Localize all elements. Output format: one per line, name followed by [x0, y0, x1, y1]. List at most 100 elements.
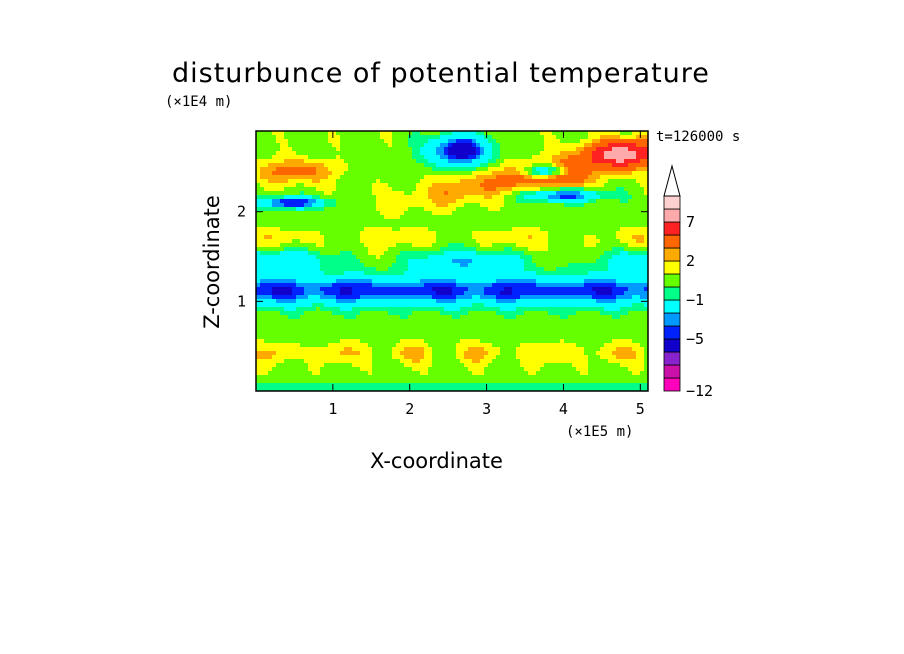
heatmap-cell — [644, 243, 649, 248]
heatmap-cell — [372, 179, 377, 184]
heatmap-cell — [512, 203, 517, 208]
heatmap-cell — [632, 151, 637, 156]
heatmap-cell — [472, 207, 477, 212]
heatmap-cell — [284, 323, 289, 328]
heatmap-cell — [416, 279, 421, 284]
heatmap-cell — [440, 311, 445, 316]
heatmap-cell — [332, 259, 337, 264]
heatmap-cell — [592, 255, 597, 260]
heatmap-cell — [572, 195, 577, 200]
heatmap-cell — [260, 287, 265, 292]
heatmap-cell — [272, 259, 277, 264]
heatmap-cell — [304, 247, 309, 252]
heatmap-cell — [324, 195, 329, 200]
heatmap-cell — [352, 295, 357, 300]
heatmap-cell — [332, 319, 337, 324]
heatmap-cell — [428, 163, 433, 168]
heatmap-cell — [612, 211, 617, 216]
heatmap-cell — [272, 307, 277, 312]
heatmap-cell — [396, 203, 401, 208]
heatmap-cell — [544, 163, 549, 168]
heatmap-cell — [368, 247, 373, 252]
heatmap-cell — [572, 267, 577, 272]
heatmap-cell — [280, 203, 285, 208]
heatmap-cell — [360, 155, 365, 160]
heatmap-cell — [396, 319, 401, 324]
heatmap-cell — [404, 211, 409, 216]
heatmap-cell — [444, 171, 449, 176]
heatmap-cell — [260, 259, 265, 264]
heatmap-cell — [532, 195, 537, 200]
heatmap-cell — [624, 171, 629, 176]
heatmap-cell — [644, 223, 649, 228]
heatmap-cell — [632, 303, 637, 308]
heatmap-cell — [432, 319, 437, 324]
heatmap-cell — [440, 195, 445, 200]
heatmap-cell — [264, 163, 269, 168]
heatmap-cell — [500, 247, 505, 252]
heatmap-cell — [424, 263, 429, 268]
heatmap-cell — [448, 143, 453, 148]
heatmap-cell — [504, 307, 509, 312]
heatmap-cell — [336, 315, 341, 320]
heatmap-cell — [600, 287, 605, 292]
heatmap-cell — [588, 331, 593, 336]
heatmap-cell — [292, 179, 297, 184]
heatmap-cell — [400, 279, 405, 284]
heatmap-cell — [416, 251, 421, 256]
heatmap-cell — [308, 139, 313, 144]
heatmap-cell — [464, 151, 469, 156]
heatmap-cell — [288, 279, 293, 284]
heatmap-cell — [476, 315, 481, 320]
heatmap-cell — [476, 139, 481, 144]
heatmap-cell — [636, 247, 641, 252]
heatmap-cell — [636, 303, 641, 308]
heatmap-cell — [580, 163, 585, 168]
heatmap-cell — [340, 323, 345, 328]
heatmap-cell — [640, 267, 645, 272]
heatmap-cell — [300, 327, 305, 332]
heatmap-cell — [576, 175, 581, 180]
heatmap-cell — [332, 295, 337, 300]
heatmap-cell — [292, 283, 297, 288]
heatmap-cell — [500, 159, 505, 164]
heatmap-cell — [324, 315, 329, 320]
heatmap-cell — [636, 135, 641, 140]
heatmap-cell — [412, 307, 417, 312]
heatmap-cell — [308, 147, 313, 152]
heatmap-cell — [620, 239, 625, 244]
heatmap-cell — [356, 323, 361, 328]
heatmap-cell — [356, 267, 361, 272]
heatmap-cell — [596, 239, 601, 244]
heatmap-cell — [432, 147, 437, 152]
heatmap-cell — [504, 271, 509, 276]
heatmap-cell — [476, 331, 481, 336]
heatmap-cell — [588, 211, 593, 216]
heatmap-cell — [448, 195, 453, 200]
heatmap-cell — [280, 279, 285, 284]
heatmap-cell — [308, 231, 313, 236]
heatmap-cell — [424, 227, 429, 232]
heatmap-cell — [608, 267, 613, 272]
heatmap-cell — [368, 219, 373, 224]
heatmap-cell — [368, 307, 373, 312]
heatmap-cell — [260, 143, 265, 148]
heatmap-cell — [328, 283, 333, 288]
heatmap-cell — [260, 191, 265, 196]
heatmap-cell — [428, 239, 433, 244]
heatmap-cell — [376, 159, 381, 164]
heatmap-cell — [488, 275, 493, 280]
heatmap-cell — [496, 287, 501, 292]
heatmap-cell — [576, 163, 581, 168]
heatmap-cell — [476, 179, 481, 184]
heatmap-cell — [376, 147, 381, 152]
heatmap-cell — [572, 323, 577, 328]
heatmap-cell — [324, 203, 329, 208]
heatmap-cell — [272, 179, 277, 184]
heatmap-cell — [340, 151, 345, 156]
heatmap-cell — [328, 183, 333, 188]
heatmap-cell — [480, 179, 485, 184]
heatmap-cell — [428, 183, 433, 188]
heatmap-cell — [528, 199, 533, 204]
heatmap-cell — [504, 175, 509, 180]
